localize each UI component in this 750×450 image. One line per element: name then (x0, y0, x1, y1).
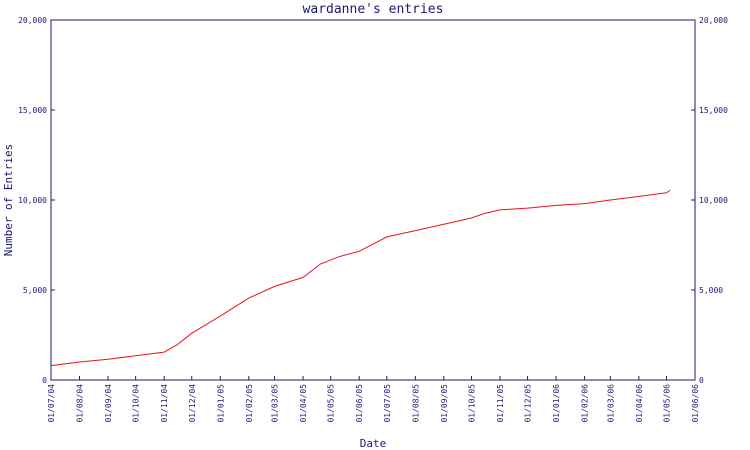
x-tick-label: 01/01/06 (552, 384, 561, 423)
y-axis-right: 0 5,000 10,000 15,000 20,000 (691, 16, 728, 385)
x-tick-label: 01/01/05 (216, 384, 225, 423)
x-tick-label: 01/11/05 (496, 384, 505, 423)
x-tick-label: 01/07/05 (383, 384, 392, 423)
x-axis: 01/07/04 01/08/04 01/09/04 01/10/04 01/11/04… (47, 376, 700, 423)
x-tick-label: 01/09/04 (104, 384, 113, 423)
x-tick-label: 01/09/05 (440, 384, 449, 423)
chart-title: wardanne's entries (303, 2, 444, 17)
y-tick-right-label: 15,000 (699, 106, 728, 115)
x-tick-label: 01/10/04 (132, 384, 141, 423)
x-tick-label: 01/03/05 (271, 384, 280, 423)
x-tick-label: 01/12/05 (524, 384, 533, 423)
y-tick-left-label: 10,000 (18, 196, 47, 205)
y-tick-left-label: 20,000 (18, 16, 47, 25)
y-axis-left: 0 5,000 10,000 15,000 20,000 (18, 16, 55, 385)
x-tick-label: 01/03/06 (606, 384, 615, 423)
y-tick-right-label: 20,000 (699, 16, 728, 25)
x-tick-label: 01/02/05 (245, 384, 254, 423)
x-tick-label: 01/05/06 (662, 384, 671, 423)
x-axis-label: Date (360, 437, 387, 450)
x-tick-label: 01/10/05 (467, 384, 476, 423)
x-tick-label: 01/11/04 (160, 384, 169, 423)
x-tick-label: 01/02/06 (581, 384, 590, 423)
y-axis-label: Number of Entries (2, 144, 15, 257)
x-tick-label: 01/08/05 (411, 384, 420, 423)
x-tick-label: 01/12/04 (188, 384, 197, 423)
x-tick-label: 01/04/06 (635, 384, 644, 423)
x-tick-label: 01/07/04 (47, 384, 56, 423)
x-tick-label: 01/08/04 (76, 384, 85, 423)
y-tick-right-label: 0 (699, 376, 704, 385)
y-tick-left-label: 5,000 (23, 286, 47, 295)
y-tick-left-label: 0 (42, 376, 47, 385)
y-tick-right-label: 5,000 (699, 286, 723, 295)
y-tick-right-label: 10,000 (699, 196, 728, 205)
x-tick-label: 01/04/05 (299, 384, 308, 423)
y-tick-left-label: 15,000 (18, 106, 47, 115)
plot-area-frame (50, 19, 696, 381)
series-line-entries (50, 189, 671, 367)
x-tick-label: 01/06/06 (691, 384, 700, 423)
x-tick-label: 01/05/05 (327, 384, 336, 423)
x-tick-label: 01/06/05 (355, 384, 364, 423)
